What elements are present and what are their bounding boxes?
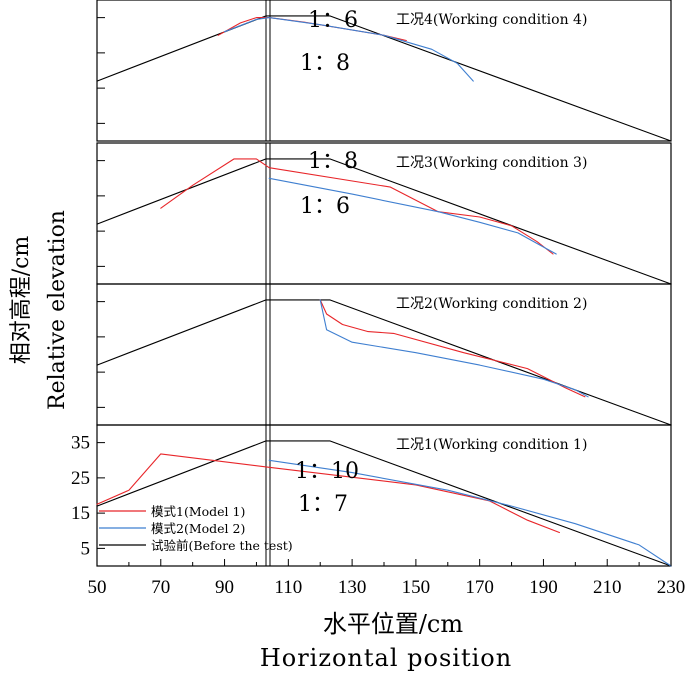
panel-frame-1 bbox=[96, 0, 672, 142]
series-line-panel4-1 bbox=[96, 440, 672, 567]
y-tick-label: 25 bbox=[71, 468, 90, 489]
x-tick-label: 70 bbox=[151, 577, 170, 598]
x-tick-label: 230 bbox=[657, 577, 686, 598]
slope-label-2-2: 1：6 bbox=[300, 194, 350, 219]
x-tick-label: 170 bbox=[465, 577, 494, 598]
y-axis-title-en: Relative elevation bbox=[45, 210, 70, 410]
series-line-panel1-3 bbox=[224, 17, 474, 82]
slope-label-1-1: 1：6 bbox=[308, 8, 358, 33]
ticks-group: 50 70 90 110 130 150 170 190 210 230 5 15 25 35 bbox=[71, 433, 685, 598]
slope-label-4-1: 1：10 bbox=[295, 459, 359, 484]
legend-label-2: 模式2(Model 2) bbox=[151, 521, 245, 536]
x-tick-label: 150 bbox=[402, 577, 431, 598]
x-tick-label: 190 bbox=[529, 577, 558, 598]
panels-group: 工况4(Working condition 4) 工况3(Working cond… bbox=[96, 0, 672, 567]
x-tick-label: 90 bbox=[215, 577, 234, 598]
slope-label-2-1: 1：8 bbox=[308, 149, 358, 174]
legend-label-3: 试验前(Before the test) bbox=[151, 538, 293, 553]
y-tick-label: 15 bbox=[71, 503, 90, 524]
series-line-panel4-2 bbox=[96, 453, 560, 534]
series-line-panel3-2 bbox=[319, 299, 586, 398]
x-axis-title-en: Horizontal position bbox=[260, 644, 512, 672]
y-axis-title: 相对高程/cm bbox=[9, 236, 34, 365]
y-tick-label: 5 bbox=[81, 538, 91, 559]
panel-title-3: 工况2(Working condition 2) bbox=[396, 296, 587, 312]
legend-label-1: 模式1(Model 1) bbox=[151, 504, 245, 519]
x-tick-label: 50 bbox=[88, 577, 107, 598]
x-tick-label: 130 bbox=[338, 577, 367, 598]
panel-title-1: 工况4(Working condition 4) bbox=[396, 12, 587, 28]
series-line-panel2-3 bbox=[268, 177, 557, 255]
series-line-panel4-3 bbox=[268, 459, 672, 567]
slope-label-4-2: 1：7 bbox=[298, 492, 348, 517]
panel-title-4: 工况1(Working condition 1) bbox=[396, 437, 587, 453]
series-line-panel3-1 bbox=[96, 299, 672, 426]
series-line-panel1-1 bbox=[96, 15, 672, 142]
panel-title-2: 工况3(Working condition 3) bbox=[396, 155, 587, 171]
legend: 模式1(Model 1) 模式2(Model 2) 试验前(Before the t… bbox=[99, 504, 293, 553]
y-tick-label: 35 bbox=[71, 433, 90, 454]
x-tick-label: 210 bbox=[593, 577, 622, 598]
x-tick-label: 110 bbox=[274, 577, 302, 598]
series-line-panel2-1 bbox=[96, 158, 672, 285]
series-line-panel3-3 bbox=[319, 299, 589, 398]
slope-label-1-2: 1：8 bbox=[300, 51, 350, 76]
series-line-panel2-2 bbox=[160, 158, 554, 255]
x-axis-title: 水平位置/cm bbox=[323, 610, 464, 638]
